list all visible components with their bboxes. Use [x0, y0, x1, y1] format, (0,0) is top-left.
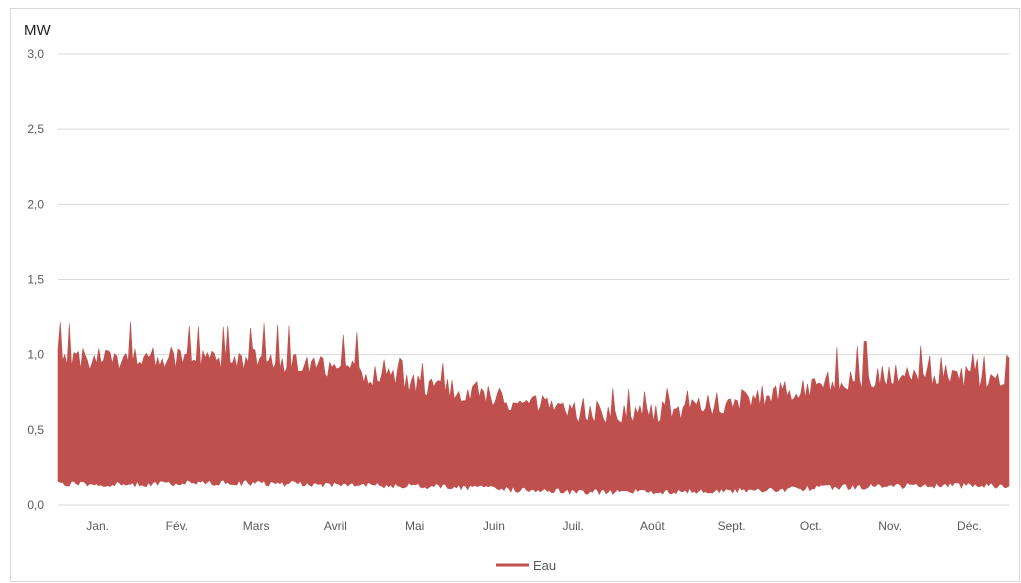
y-tick-label: 1,0: [27, 348, 44, 362]
chart: MW 3,0 2,5 2,0 1,5 1,0 0,5 0,0 Jan. Fév. Mars Avr…: [24, 22, 1010, 573]
x-tick-label: Oct.: [800, 519, 822, 533]
x-tick-label: Fév.: [166, 519, 188, 533]
x-tick-label: Août: [640, 519, 665, 533]
y-tick-label: 3,0: [27, 47, 44, 61]
chart-frame: MW 3,0 2,5 2,0 1,5 1,0 0,5 0,0 Jan. Fév. Mars Avr…: [10, 8, 1020, 582]
y-tick-label: 0,0: [27, 498, 44, 512]
y-unit-label: MW: [24, 22, 51, 39]
x-axis-ticks: Jan. Fév. Mars Avril Mai Juin Juil. Août Sept. Oc…: [86, 519, 981, 533]
x-tick-label: Sept.: [718, 519, 746, 533]
legend-label-eau: Eau: [533, 558, 556, 573]
series-layer: [57, 321, 1010, 496]
x-tick-label: Avril: [324, 519, 347, 533]
y-tick-label: 1,5: [27, 273, 44, 287]
x-tick-label: Nov.: [878, 519, 902, 533]
legend: Eau: [496, 558, 556, 573]
x-tick-label: Jan.: [86, 519, 109, 533]
x-tick-label: Mai: [405, 519, 424, 533]
y-tick-label: 0,5: [27, 423, 44, 437]
x-tick-label: Juil.: [562, 519, 583, 533]
series-eau-area: [57, 321, 1010, 496]
x-tick-label: Déc.: [957, 519, 982, 533]
y-axis-ticks: 3,0 2,5 2,0 1,5 1,0 0,5 0,0: [27, 47, 44, 512]
y-tick-label: 2,0: [27, 197, 44, 211]
x-tick-label: Juin: [483, 519, 505, 533]
x-tick-label: Mars: [243, 519, 270, 533]
y-tick-label: 2,5: [27, 122, 44, 136]
